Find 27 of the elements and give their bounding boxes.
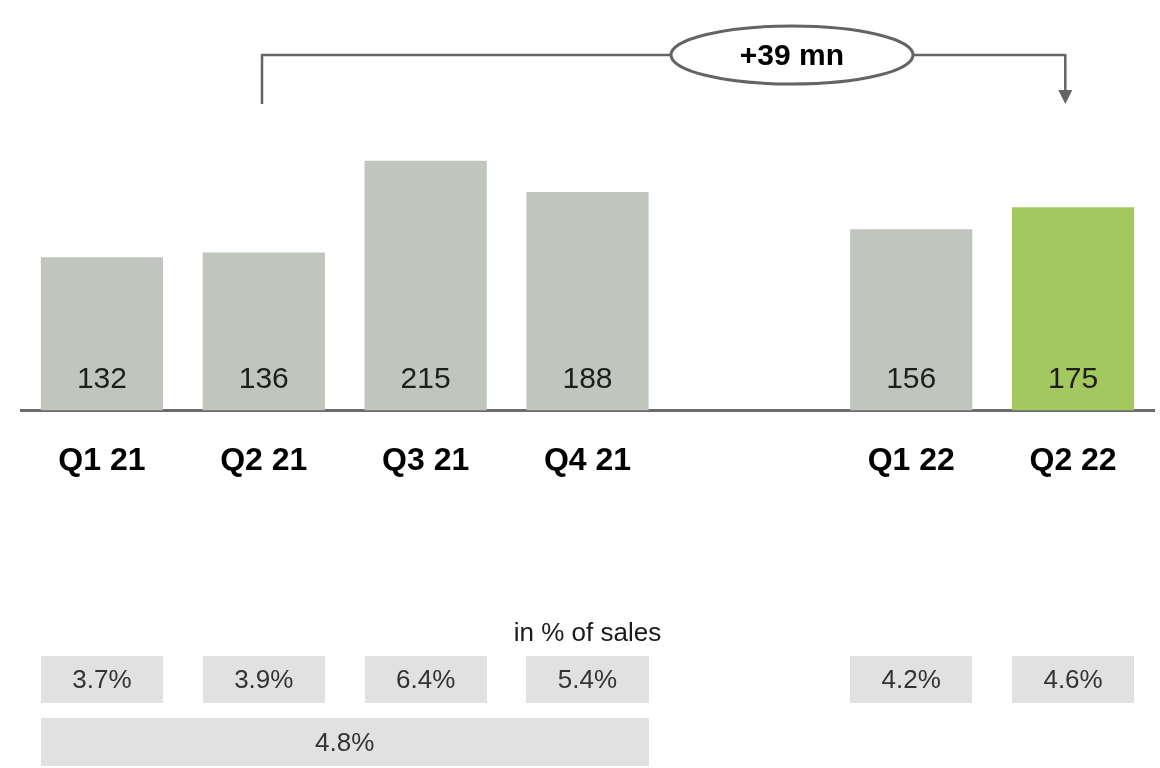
text: in % of sales	[512, 616, 663, 648]
x-tick-label: Q1 21	[58, 440, 146, 477]
data-label: 175	[1048, 360, 1099, 394]
table-cell: 5.4%	[526, 656, 649, 703]
bar	[202, 252, 325, 411]
data-label: 215	[400, 360, 451, 394]
x-tick-label: Q4 21	[543, 440, 632, 477]
x-tick-label: Q3 21	[382, 440, 470, 477]
table-cell: 6.4%	[364, 656, 487, 703]
x-tick-label: Q1 22	[867, 440, 955, 477]
table-cell: 3.7%	[40, 656, 163, 703]
bar	[1011, 207, 1135, 411]
data-label: 136	[238, 360, 289, 394]
text: +39 mn	[738, 37, 846, 73]
table-cell: 3.9%	[202, 656, 325, 703]
bar	[526, 192, 649, 411]
bar	[364, 160, 487, 411]
table-cell: 4.8%	[40, 718, 649, 766]
data-label: 156	[886, 360, 937, 394]
data-label: 188	[562, 360, 613, 394]
bar	[850, 229, 973, 411]
data-label: 132	[76, 360, 127, 394]
table-cell: 4.6%	[1011, 656, 1135, 703]
table-cell: 4.2%	[850, 656, 973, 703]
bar	[40, 257, 164, 411]
x-tick-label: Q2 21	[220, 440, 308, 477]
x-tick-label: Q2 22	[1029, 440, 1117, 477]
